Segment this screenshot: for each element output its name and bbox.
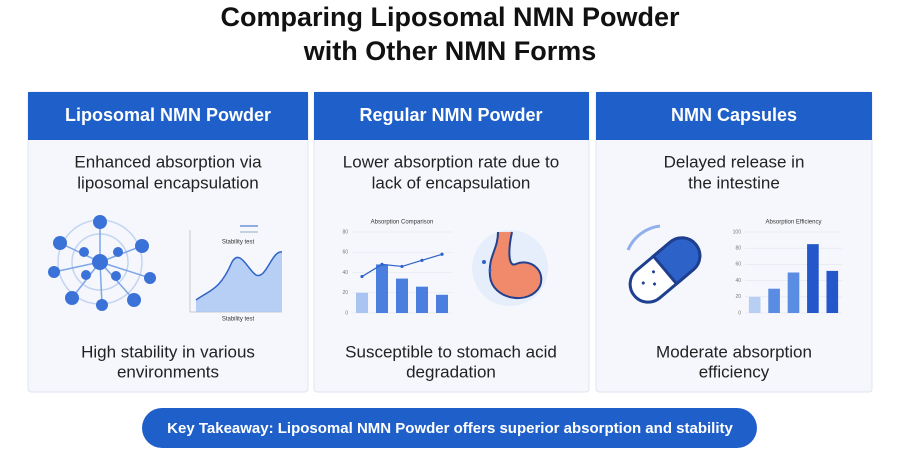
y-tick-label: 20 (342, 290, 348, 296)
y-tick-label: 60 (735, 262, 741, 268)
card-footer: High stability in various (81, 342, 255, 361)
title-line: with Other NMN Forms (303, 36, 597, 66)
bar (807, 244, 819, 313)
takeaway: Key Takeaway: Liposomal NMN Powder offer… (167, 420, 733, 437)
card-description: Lower absorption rate due to (343, 152, 559, 171)
capsule-icon (626, 224, 702, 304)
card-description: Delayed release in (664, 152, 805, 171)
card-description: liposomal encapsulation (77, 173, 258, 192)
card-header: Liposomal NMN Powder (65, 105, 271, 125)
chart-label: Stability test (222, 240, 255, 246)
card-header: NMN Capsules (671, 105, 797, 125)
y-tick-label: 40 (735, 278, 741, 284)
takeaway-pill (142, 408, 757, 448)
trend-point (400, 264, 404, 269)
card-footer: Moderate absorption (656, 342, 812, 361)
trend-point (360, 274, 364, 279)
trend-point (380, 262, 384, 266)
card-header-bg (314, 92, 589, 140)
card-header: Regular NMN Powder (359, 105, 542, 125)
card-header-bg (28, 92, 308, 140)
title-line: Comparing Liposomal NMN Powder (220, 2, 680, 32)
card-footer: efficiency (699, 362, 770, 381)
chart-label: Stability test (222, 317, 255, 323)
trend-point (420, 258, 424, 262)
card-footer: environments (117, 362, 219, 381)
bar (356, 292, 368, 313)
y-tick-label: 60 (342, 250, 348, 256)
bar (396, 278, 408, 313)
y-tick-label: 80 (342, 229, 348, 235)
bar (787, 272, 800, 313)
liposome-icon (48, 215, 156, 311)
y-tick-label: 0 (738, 310, 741, 316)
trend-point (440, 252, 444, 256)
bar (768, 288, 780, 313)
y-tick-label: 20 (735, 294, 741, 300)
mini-chart-title: Absorption Comparison (371, 220, 434, 226)
card-footer: Susceptible to stomach acid (345, 342, 557, 361)
card-header-bg (596, 92, 872, 140)
bar (748, 296, 761, 313)
y-tick-label: 80 (735, 246, 741, 252)
card-description: lack of encapsulation (372, 173, 531, 192)
stability-chart (189, 225, 283, 313)
bar (826, 270, 839, 313)
y-tick-label: 100 (733, 229, 742, 235)
bar (416, 286, 428, 313)
stomach-icon (472, 230, 548, 306)
mini-chart-title: Absorption Efficiency (766, 220, 822, 226)
card-description: Enhanced absorption via (74, 152, 262, 171)
card-description: the intestine (688, 173, 780, 192)
bar (376, 264, 388, 313)
bar (436, 294, 448, 313)
y-tick-label: 0 (345, 310, 348, 316)
card-footer: degradation (406, 362, 496, 381)
y-tick-label: 40 (342, 270, 348, 276)
